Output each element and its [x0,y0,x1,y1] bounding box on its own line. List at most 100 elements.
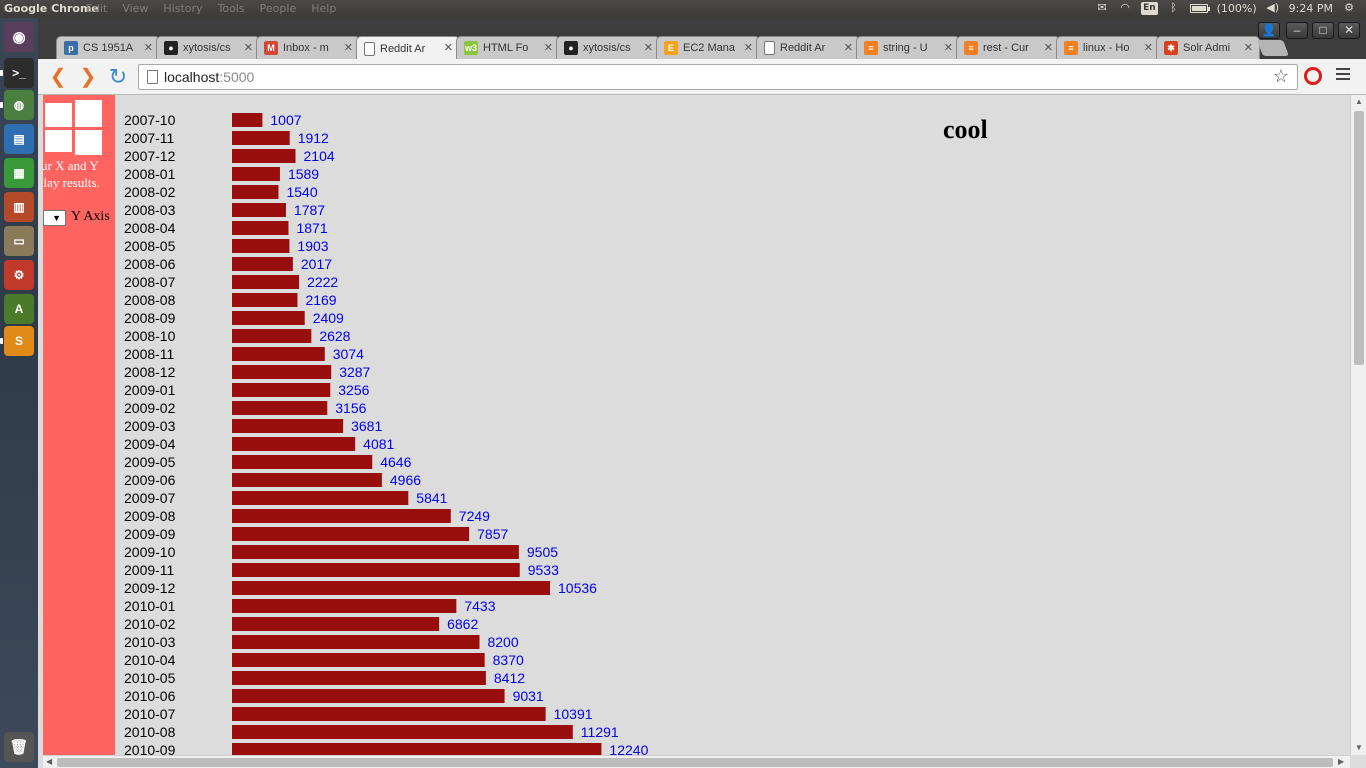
files-icon[interactable]: ▭ [4,226,34,256]
value-label: 1871 [296,220,327,236]
tab-8[interactable]: ≡ string - U ✕ [856,36,960,59]
category-label: 2009-08 [124,508,176,524]
calc-icon[interactable]: ▦ [4,158,34,188]
menu-view[interactable]: View [122,2,149,15]
tab-7[interactable]: Reddit Ar ✕ [756,36,860,59]
scroll-up-arrow-icon[interactable]: ▲ [1355,97,1363,106]
tab-close-icon[interactable]: ✕ [1143,42,1153,54]
battery-icon[interactable] [1189,3,1210,13]
tab-close-icon[interactable]: ✕ [1043,42,1053,54]
scroll-right-arrow-icon[interactable]: ▶ [1338,757,1345,766]
tab-title: Reddit Ar [780,42,826,54]
sublime-text-icon[interactable]: S [4,326,34,356]
tab-6[interactable]: E EC2 Mana ✕ [656,36,760,59]
tab-close-icon[interactable]: ✕ [943,42,953,54]
tab-close-icon[interactable]: ✕ [343,42,353,54]
tab-strip: p CS 1951A ✕ ● xytosis/cs ✕ M Inbox - m ✕ Reddit … [38,18,1366,60]
tab-close-icon[interactable]: ✕ [843,42,853,54]
tab-0[interactable]: p CS 1951A ✕ [56,36,160,59]
chrome-icon[interactable]: ◍ [4,90,34,120]
new-tab-button[interactable] [1257,40,1289,56]
reload-icon[interactable]: ↻ [108,64,128,89]
tab-close-icon[interactable]: ✕ [743,42,753,54]
wifi-icon[interactable]: ◠ [1120,1,1130,14]
tab-close-icon[interactable]: ✕ [243,42,253,54]
value-label: 9533 [528,562,559,578]
tab-close-icon[interactable]: ✕ [543,42,553,54]
bookmark-star-icon[interactable]: ☆ [1272,66,1289,86]
impress-icon[interactable]: ▥ [4,192,34,222]
terminal-icon[interactable]: >_ [4,58,34,88]
category-label: 2009-05 [124,454,176,470]
tab-title: HTML Fo [483,42,529,54]
tab-2[interactable]: M Inbox - m ✕ [256,36,360,59]
software-updater-icon[interactable]: A [4,294,34,324]
opera-extension-icon[interactable] [1304,67,1322,85]
tab-4[interactable]: w3 HTML Fo ✕ [456,36,560,59]
bar [232,383,331,397]
bar [232,185,279,199]
maximize-button[interactable]: □ [1312,22,1334,39]
stackoverflow-icon: ≡ [1064,41,1078,55]
value-label: 3156 [335,400,366,416]
tab-3[interactable]: Reddit Ar ✕ [356,36,460,60]
volume-icon[interactable]: ◀) [1266,1,1280,14]
category-label: 2008-02 [124,184,176,200]
scroll-down-arrow-icon[interactable]: ▼ [1355,743,1363,752]
bar [232,473,382,487]
bar [232,113,263,127]
ubuntu-dash-icon[interactable]: ◉ [4,22,34,52]
writer-icon[interactable]: ▤ [4,124,34,154]
bar [232,599,457,613]
tab-close-icon[interactable]: ✕ [643,42,653,54]
horizontal-scrollbar[interactable]: ◀ ▶ [43,755,1350,768]
tab-close-icon[interactable]: ✕ [443,42,453,54]
value-label: 8412 [494,670,525,686]
value-label: 1540 [286,184,317,200]
tab-close-icon[interactable]: ✕ [143,42,153,54]
clock[interactable]: 9:24 PM [1288,1,1333,15]
trash-icon[interactable]: 🗑 [4,732,34,762]
tab-10[interactable]: ≡ linux - Ho ✕ [1056,36,1160,59]
value-label: 1589 [288,166,319,182]
horizontal-scroll-thumb[interactable] [57,758,1333,767]
y-axis-select[interactable]: ▼ [43,210,66,226]
menu-tools[interactable]: Tools [217,2,245,15]
tab-11[interactable]: ✱ Solr Admi ✕ [1156,36,1260,59]
url-text[interactable]: localhost:5000 [164,69,255,85]
tab-1[interactable]: ● xytosis/cs ✕ [156,36,260,59]
messaging-icon[interactable]: ✉ [1097,1,1107,14]
power-gear-icon[interactable]: ⚙ [1344,1,1354,14]
page-viewport: ur X and Y play results. ▼ Y Axis 2007-1… [38,95,1366,768]
chrome-menu-icon[interactable] [1336,68,1350,82]
tab-9[interactable]: ≡ rest - Cur ✕ [956,36,1060,59]
category-label: 2008-11 [124,346,175,362]
tab-title: xytosis/cs [183,42,231,54]
gmail-icon: M [264,41,278,55]
category-label: 2008-01 [124,166,176,182]
minimize-button[interactable]: – [1286,22,1308,39]
value-label: 7249 [459,508,490,524]
profile-button[interactable]: 👤 [1258,22,1280,39]
close-window-button[interactable]: ✕ [1338,22,1360,39]
scroll-left-arrow-icon[interactable]: ◀ [46,757,53,766]
value-label: 11291 [581,724,619,740]
bluetooth-icon[interactable]: ᛒ [1170,1,1177,14]
keyboard-layout-indicator[interactable]: En [1141,1,1158,15]
tab-title: rest - Cur [983,42,1029,54]
tab-close-icon[interactable]: ✕ [1243,42,1253,54]
menu-history[interactable]: History [163,2,203,15]
vertical-scrollbar[interactable]: ▲ ▼ [1350,95,1366,755]
value-label: 8200 [487,634,518,650]
back-arrow-icon[interactable]: ❮ [49,66,67,88]
settings-icon[interactable]: ⚙ [4,260,34,290]
category-label: 2010-06 [124,688,176,704]
menu-edit[interactable]: Edit [86,2,108,15]
forward-arrow-icon[interactable]: ❯ [79,66,97,88]
vertical-scroll-thumb[interactable] [1354,111,1364,365]
tab-title: Reddit Ar [380,42,426,55]
menu-people[interactable]: People [259,2,297,15]
menu-help[interactable]: Help [311,2,337,15]
tab-5[interactable]: ● xytosis/cs ✕ [556,36,660,59]
address-bar[interactable]: localhost:5000 ☆ [138,64,1298,90]
